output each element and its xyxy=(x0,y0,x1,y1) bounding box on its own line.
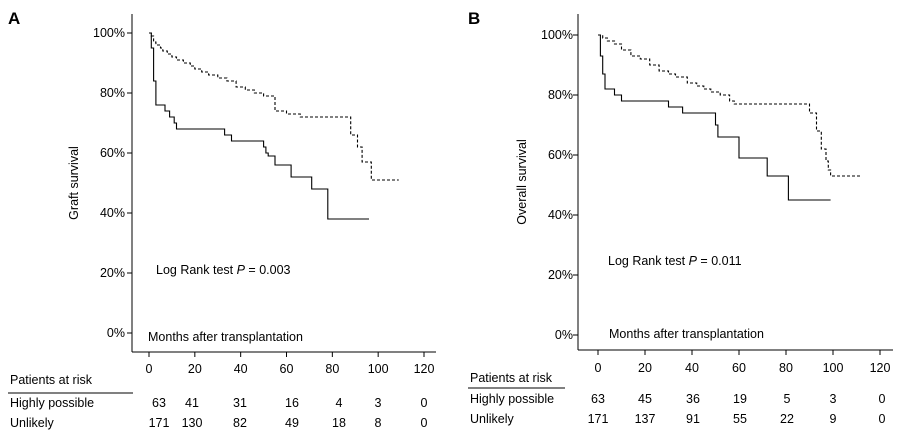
risk-table-header: Patients at risk xyxy=(10,373,93,387)
log-rank-annotation: Log Rank test P = 0.011 xyxy=(608,254,742,268)
survival-curve-dashed xyxy=(598,34,862,177)
y-tick-label: 0% xyxy=(555,328,573,342)
x-tick-label: 20 xyxy=(188,362,202,376)
risk-value: 0 xyxy=(421,416,428,430)
risk-row-label: Highly possible xyxy=(10,396,94,410)
x-tick-label: 60 xyxy=(732,361,746,375)
risk-value: 0 xyxy=(879,392,886,406)
x-tick-label: 120 xyxy=(870,361,891,375)
y-tick-label: 80% xyxy=(548,88,573,102)
risk-value: 63 xyxy=(152,396,166,410)
risk-row-label: Unlikely xyxy=(470,412,515,426)
x-tick-label: 80 xyxy=(325,362,339,376)
risk-value: 8 xyxy=(375,416,382,430)
risk-value: 137 xyxy=(635,412,656,426)
risk-value: 16 xyxy=(285,396,299,410)
panel-a: A0%20%40%60%80%100%0 20 40 60 80 100 120Graft … xyxy=(8,9,436,430)
survival-curve-solid xyxy=(598,34,831,201)
y-tick-label: 20% xyxy=(100,266,125,280)
risk-value: 45 xyxy=(638,392,652,406)
y-tick-label: 0% xyxy=(107,326,125,340)
x-tick-label: 0 xyxy=(595,361,602,375)
y-tick-label: 60% xyxy=(100,146,125,160)
y-axis-title: Graft survival xyxy=(67,146,81,220)
risk-value: 3 xyxy=(830,392,837,406)
risk-value: 18 xyxy=(332,416,346,430)
x-axis-title: Months after transplantation xyxy=(148,330,303,344)
risk-value: 0 xyxy=(421,396,428,410)
x-tick-label: 80 xyxy=(779,361,793,375)
risk-value: 82 xyxy=(233,416,247,430)
y-tick-label: 60% xyxy=(548,148,573,162)
x-tick-label: 20 xyxy=(638,361,652,375)
panel-label: B xyxy=(468,9,480,28)
risk-value: 31 xyxy=(233,396,247,410)
risk-value: 41 xyxy=(185,396,199,410)
risk-value: 4 xyxy=(336,396,343,410)
x-tick-label: 100 xyxy=(368,362,389,376)
risk-value: 130 xyxy=(182,416,203,430)
y-tick-label: 80% xyxy=(100,86,125,100)
y-tick-label: 20% xyxy=(548,268,573,282)
risk-value: 9 xyxy=(830,412,837,426)
y-tick-label: 100% xyxy=(93,26,125,40)
risk-value: 55 xyxy=(733,412,747,426)
risk-table-header: Patients at risk xyxy=(470,371,553,385)
risk-value: 63 xyxy=(591,392,605,406)
x-tick-label: 120 xyxy=(414,362,435,376)
risk-value: 171 xyxy=(588,412,609,426)
x-tick-label: 0 xyxy=(146,362,153,376)
risk-value: 0 xyxy=(879,412,886,426)
risk-value: 36 xyxy=(686,392,700,406)
risk-value: 3 xyxy=(375,396,382,410)
risk-value: 19 xyxy=(733,392,747,406)
x-tick-label: 40 xyxy=(685,361,699,375)
risk-row-label: Highly possible xyxy=(470,392,554,406)
panel-b: B 0% 20% 40% 60% 80% 100% 0 20 40 60 80 100 120 Overal… xyxy=(468,9,893,426)
risk-value: 91 xyxy=(686,412,700,426)
y-tick-label: 100% xyxy=(541,28,573,42)
x-tick-label: 60 xyxy=(280,362,294,376)
panel-label: A xyxy=(8,9,20,28)
log-rank-annotation: Log Rank test P = 0.003 xyxy=(156,263,291,277)
risk-row-label: Unlikely xyxy=(10,416,55,430)
y-axis-title: Overall survival xyxy=(515,139,529,224)
risk-value: 5 xyxy=(784,392,791,406)
survival-curve-solid xyxy=(149,32,369,220)
x-tick-label: 40 xyxy=(234,362,248,376)
risk-value: 171 xyxy=(149,416,170,430)
x-tick-label: 100 xyxy=(823,361,844,375)
x-axis-title: Months after transplantation xyxy=(609,327,764,341)
survival-curve-dashed xyxy=(149,32,399,181)
y-tick-label: 40% xyxy=(548,208,573,222)
risk-value: 49 xyxy=(285,416,299,430)
y-tick-label: 40% xyxy=(100,206,125,220)
risk-value: 22 xyxy=(780,412,794,426)
